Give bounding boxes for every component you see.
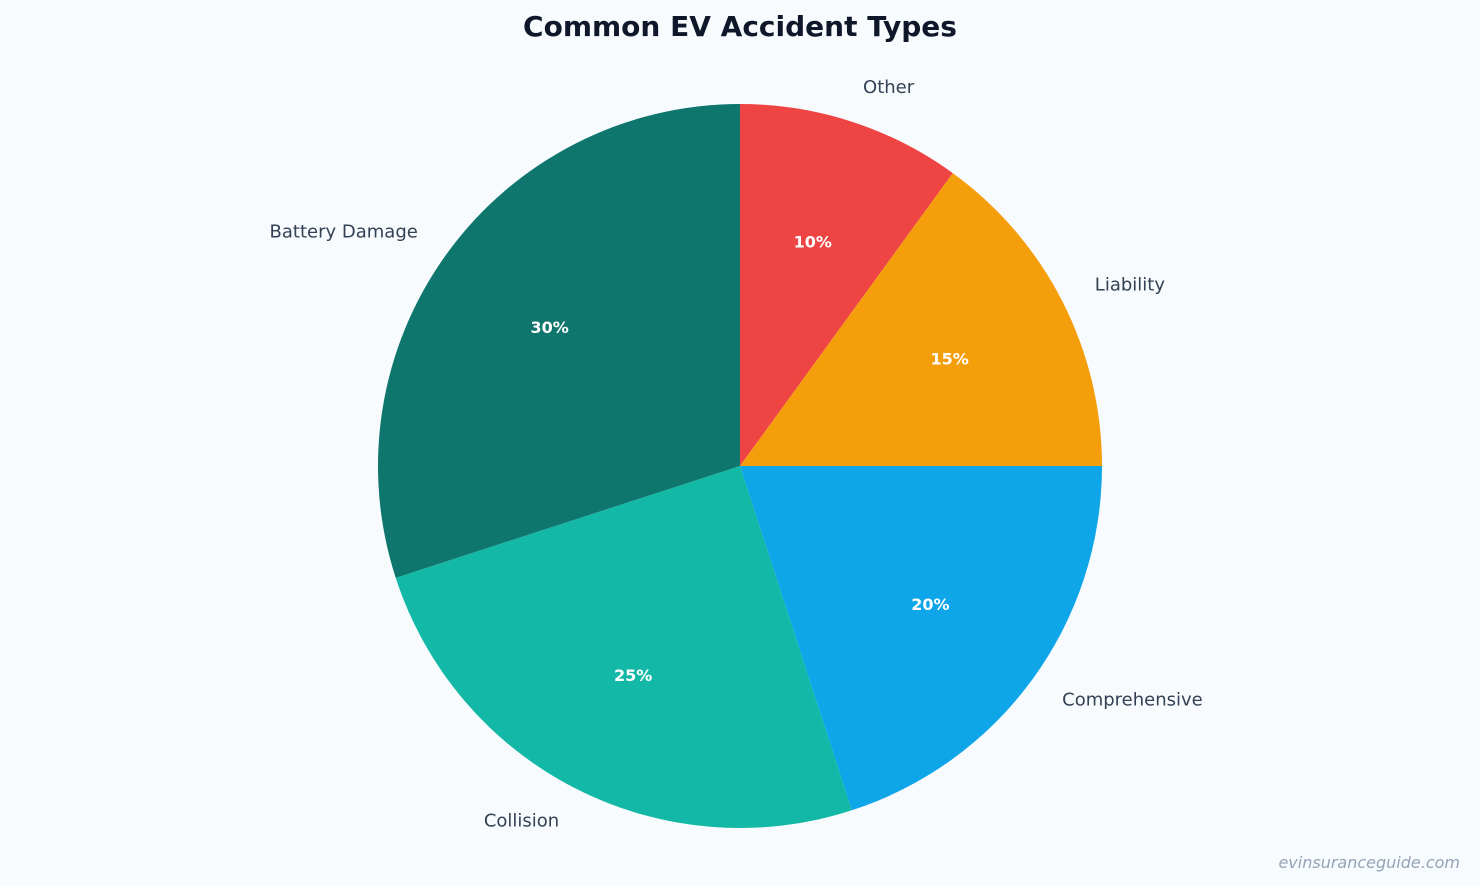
slice-label-liability: Liability [1095,275,1166,296]
slice-label-collision: Collision [484,810,559,831]
pie-slice-comprehensive [740,466,1102,811]
slice-label-other: Other [863,77,915,98]
watermark: evinsuranceguide.com [1278,853,1460,872]
pie-slice-battery-damage [378,104,740,578]
pct-label-collision: 25% [614,666,652,685]
pie-slice-collision [395,466,852,829]
pie-slice-other [740,104,953,466]
pct-label-liability: 15% [931,350,969,369]
chart-title: Common EV Accident Types [523,10,957,43]
slice-label-battery-damage: Battery Damage [270,221,418,242]
pct-label-battery-damage: 30% [530,318,568,337]
slice-label-comprehensive: Comprehensive [1062,690,1203,711]
pct-label-comprehensive: 20% [911,595,949,614]
pie-slice-liability [740,173,1102,466]
pct-label-other: 10% [794,233,832,252]
